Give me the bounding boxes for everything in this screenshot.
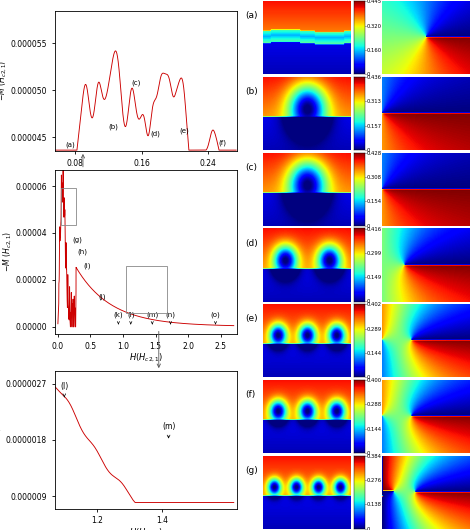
Text: (i): (i) xyxy=(84,262,91,269)
Text: (c): (c) xyxy=(132,79,141,85)
Text: (d): (d) xyxy=(150,130,160,137)
Text: (a): (a) xyxy=(245,12,257,21)
Text: (h): (h) xyxy=(77,249,87,255)
Text: (g): (g) xyxy=(245,466,258,475)
Text: (o): (o) xyxy=(210,312,220,324)
Text: (b): (b) xyxy=(245,87,258,96)
Text: (l): (l) xyxy=(60,382,68,397)
Text: (j): (j) xyxy=(98,293,106,299)
X-axis label: $H(H_{c2,1})$: $H(H_{c2,1})$ xyxy=(128,527,163,530)
Y-axis label: $- M\ (H_{c2,1})$: $- M\ (H_{c2,1})$ xyxy=(0,419,4,461)
Text: (f): (f) xyxy=(245,390,255,399)
X-axis label: $H(H_{c2,1})$: $H(H_{c2,1})$ xyxy=(128,169,163,181)
Text: (m): (m) xyxy=(146,312,158,324)
Text: (e): (e) xyxy=(179,128,189,134)
Text: (e): (e) xyxy=(245,314,258,323)
Text: (d): (d) xyxy=(245,238,258,248)
Text: (f): (f) xyxy=(218,140,226,146)
Y-axis label: $- M\ (H_{c2,1})$: $- M\ (H_{c2,1})$ xyxy=(1,231,14,272)
Text: (a): (a) xyxy=(65,142,75,148)
Text: (c): (c) xyxy=(245,163,257,172)
Text: (g): (g) xyxy=(72,237,82,243)
Text: (l): (l) xyxy=(127,312,135,324)
Text: (m): (m) xyxy=(162,421,175,438)
X-axis label: $H(H_{c2,1})$: $H(H_{c2,1})$ xyxy=(128,352,163,364)
Y-axis label: $- M\ (H_{c2,1})$: $- M\ (H_{c2,1})$ xyxy=(0,60,9,101)
Bar xyxy=(61,188,76,225)
Text: (k): (k) xyxy=(114,312,123,324)
Text: (b): (b) xyxy=(109,123,118,129)
Bar xyxy=(126,266,167,313)
Text: (n): (n) xyxy=(165,312,175,324)
